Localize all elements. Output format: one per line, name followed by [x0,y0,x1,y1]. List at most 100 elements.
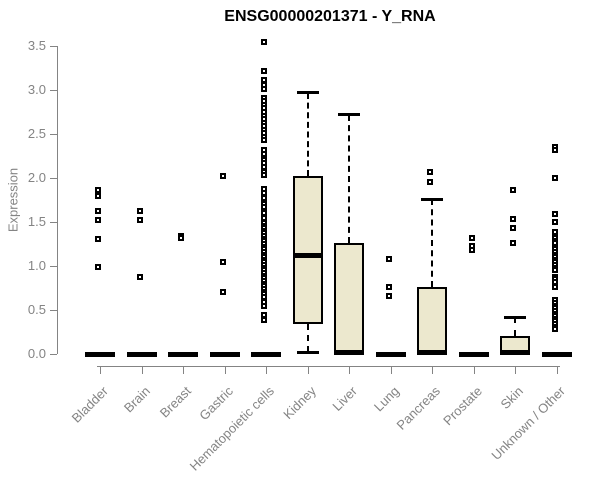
whisker-upper [306,92,309,177]
whisker-upper [348,114,350,244]
y-tick [50,266,57,267]
flat-box [209,351,240,357]
x-tick [390,366,392,374]
x-tick [141,366,143,374]
whisker-cap-upper [338,113,360,117]
outlier-point [385,255,392,262]
y-tick-label: 3.5 [27,38,46,53]
flat-box [375,351,406,357]
outlier-point [261,151,267,158]
outlier-point [261,39,267,46]
outlier-point [136,273,143,280]
outlier-point [468,247,475,254]
flat-box [168,351,198,357]
y-tick [50,310,57,311]
chart-title: ENSG00000201371 - Y_RNA [224,8,436,25]
x-tick [266,366,267,374]
outlier-point [551,326,558,333]
y-tick [50,222,57,223]
whisker-cap-upper [421,197,443,201]
whisker-upper [431,199,433,288]
outlier-point [261,214,267,221]
outlier-point [95,235,101,242]
outlier-point [468,234,475,241]
outlier-point [551,228,558,235]
y-tick-label: 0.0 [27,346,46,361]
outlier-point [261,172,267,179]
outlier-point [261,137,267,144]
outlier-point [261,316,267,323]
outlier-point [510,225,516,232]
outlier-point [219,173,226,180]
outlier-point [551,146,558,153]
whisker-cap-upper [504,315,526,319]
whisker-upper [514,317,516,336]
whisker-cap-lower [296,350,319,354]
outlier-point [95,208,101,215]
x-tick [224,366,226,374]
outlier-point [261,302,267,309]
box-median [292,252,323,258]
outlier-point [551,211,558,218]
outlier-point [427,168,433,175]
outlier-point [261,86,267,93]
y-tick [50,90,57,91]
outlier-point [510,240,516,247]
y-tick [50,178,57,179]
outlier-point [510,187,516,194]
outlier-point [385,284,392,291]
whisker-cap-upper [296,91,319,95]
outlier-point [95,187,101,194]
y-tick-label: 2.0 [27,170,46,185]
x-tick [183,366,184,374]
flat-box [126,351,157,357]
box-median [417,349,447,355]
flat-box [85,351,115,357]
y-tick [50,46,57,47]
flat-box [458,351,489,357]
x-tick [100,366,101,374]
outlier-point [551,267,558,274]
flat-box [541,351,572,357]
box-median [500,349,530,355]
whisker-lower [306,324,309,353]
outlier-point [261,189,267,196]
outlier-point [219,259,226,266]
box [292,176,323,325]
outlier-point [510,216,516,223]
box [334,243,364,354]
y-tick-label: 2.5 [27,126,46,141]
x-axis-line [97,366,560,367]
outlier-point [95,263,101,270]
x-tick [432,366,433,374]
x-tick [556,366,558,374]
outlier-point [551,284,558,291]
x-tick [349,366,350,374]
outlier-point [95,192,101,199]
outlier-point [427,178,433,185]
outlier-point [261,293,267,300]
y-tick-label: 0.5 [27,302,46,317]
y-tick-label: 3.0 [27,82,46,97]
outlier-point [136,207,143,214]
x-tick [473,366,475,374]
y-tick-label: 1.5 [27,214,46,229]
x-tick [307,366,309,374]
outlier-point [136,217,143,224]
outlier-point [551,175,558,181]
outlier-point [551,278,558,285]
x-tick [515,366,516,374]
outlier-point [551,219,558,225]
outlier-point [261,195,267,202]
outlier-point [95,217,101,224]
box [417,287,447,354]
outlier-point [261,204,267,211]
y-axis-line [57,46,58,354]
y-tick [50,134,57,135]
outlier-point [178,234,184,241]
box-median [334,349,364,355]
y-tick [50,354,57,355]
flat-box [251,351,281,357]
outlier-point [261,67,267,74]
